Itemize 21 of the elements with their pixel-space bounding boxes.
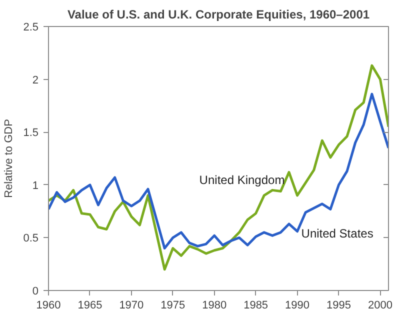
line-series — [48, 64, 388, 271]
x-tick-label: 1990 — [285, 300, 310, 311]
y-tick-label: 1.5 — [23, 127, 39, 140]
y-tick-label: 2 — [32, 74, 39, 86]
x-tick-label: 1980 — [202, 300, 227, 311]
y-tick-label: 1 — [32, 180, 39, 192]
series-label: United Kingdom — [199, 173, 285, 188]
x-tick-label: 1985 — [244, 300, 268, 311]
series-label: United States — [301, 226, 374, 240]
y-tick-label: 0.5 — [23, 232, 39, 245]
x-tick-label: 1965 — [78, 300, 102, 311]
y-axis-title: Relative to GDP — [3, 119, 16, 198]
line-series — [48, 92, 388, 250]
y-tick-label: 2.5 — [23, 22, 39, 34]
x-tick-label: 2000 — [368, 300, 392, 311]
x-tick-label: 1970 — [119, 300, 144, 311]
x-tick-label: 1960 — [36, 300, 61, 311]
x-tick-label: 1995 — [326, 300, 351, 311]
chart-title: Value of U.S. and U.K. Corporate Equities, 1960–2001 — [67, 8, 370, 22]
y-tick-label: 0 — [32, 286, 39, 298]
x-tick-label: 1975 — [160, 300, 186, 311]
